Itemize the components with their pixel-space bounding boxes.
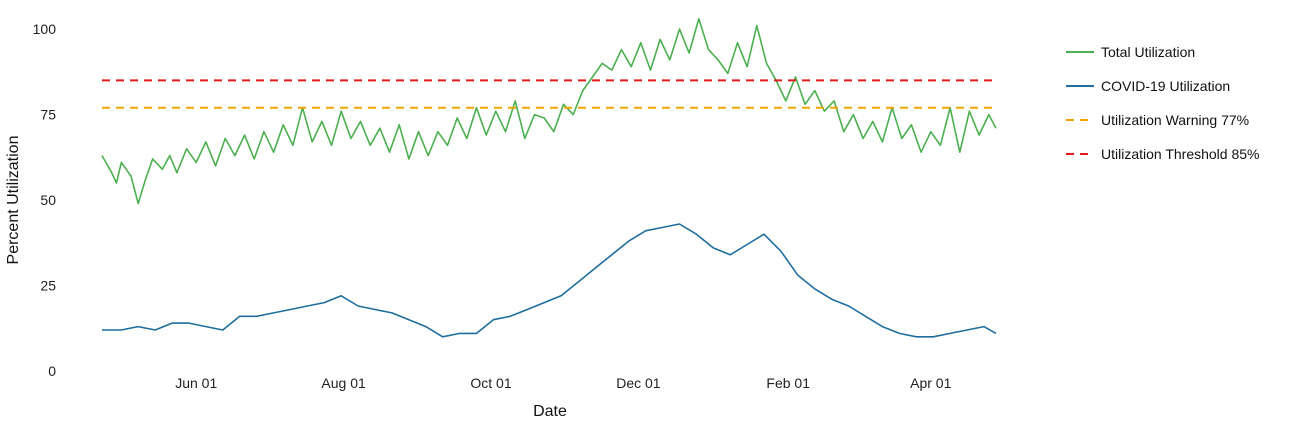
y-tick-label: 0 <box>48 363 56 379</box>
y-tick-label: 75 <box>40 107 56 123</box>
legend-item-utilization-threshold-85: Utilization Threshold 85% <box>1066 146 1260 162</box>
legend: Total Utilization COVID-19 Utilization Uti… <box>1066 44 1260 162</box>
x-tick-label: Feb 01 <box>766 375 810 391</box>
x-tick-label: Dec 01 <box>616 375 661 391</box>
legend-item-utilization-warning-77: Utilization Warning 77% <box>1066 112 1249 128</box>
x-tick-label: Aug 01 <box>321 375 366 391</box>
y-axis-title: Percent Utilization <box>5 136 22 265</box>
series-line-covid-19-utilization <box>102 223 997 338</box>
y-tick-label: 25 <box>40 278 56 294</box>
legend-item-total-utilization: Total Utilization <box>1066 44 1195 60</box>
y-tick-label: 100 <box>33 21 57 37</box>
plot-area <box>101 18 997 338</box>
legend-item-covid-19-utilization: COVID-19 Utilization <box>1066 78 1230 94</box>
series-line-total-utilization <box>101 18 997 205</box>
legend-label: Utilization Warning 77% <box>1101 112 1249 128</box>
legend-label: COVID-19 Utilization <box>1101 78 1230 94</box>
y-axis-ticks: 0 25 50 75 100 <box>33 21 57 379</box>
x-tick-label: Jun 01 <box>175 375 217 391</box>
x-tick-label: Oct 01 <box>470 375 511 391</box>
x-tick-label: Apr 01 <box>910 375 951 391</box>
legend-label: Utilization Threshold 85% <box>1101 146 1260 162</box>
y-tick-label: 50 <box>40 192 56 208</box>
x-axis-title: Date <box>533 403 567 420</box>
x-axis-ticks: Jun 01 Aug 01 Oct 01 Dec 01 Feb 01 Apr 01 <box>175 375 951 391</box>
legend-label: Total Utilization <box>1101 44 1195 60</box>
